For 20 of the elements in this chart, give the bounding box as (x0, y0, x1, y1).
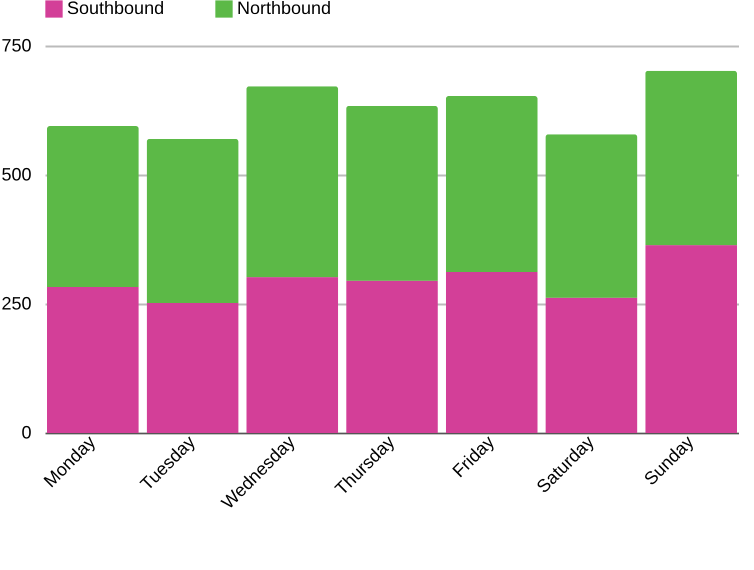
bar (645, 245, 738, 433)
bar (346, 106, 438, 281)
bar (546, 298, 638, 433)
bar (546, 134, 638, 298)
bar (46, 126, 139, 287)
y-tick-label: 750 (1, 36, 32, 56)
bar (446, 272, 538, 433)
bar (246, 86, 338, 278)
bar (645, 70, 738, 246)
bar (146, 138, 238, 303)
bar (346, 280, 438, 433)
y-tick-label: 500 (1, 164, 32, 184)
bar (46, 286, 139, 433)
y-tick-label: 0 (21, 422, 32, 442)
legend-label: Southbound (67, 0, 164, 18)
bar (246, 277, 338, 433)
bar (146, 302, 238, 433)
bar (446, 96, 538, 272)
legend-label: Northbound (237, 0, 332, 18)
y-tick-label: 250 (1, 294, 32, 314)
